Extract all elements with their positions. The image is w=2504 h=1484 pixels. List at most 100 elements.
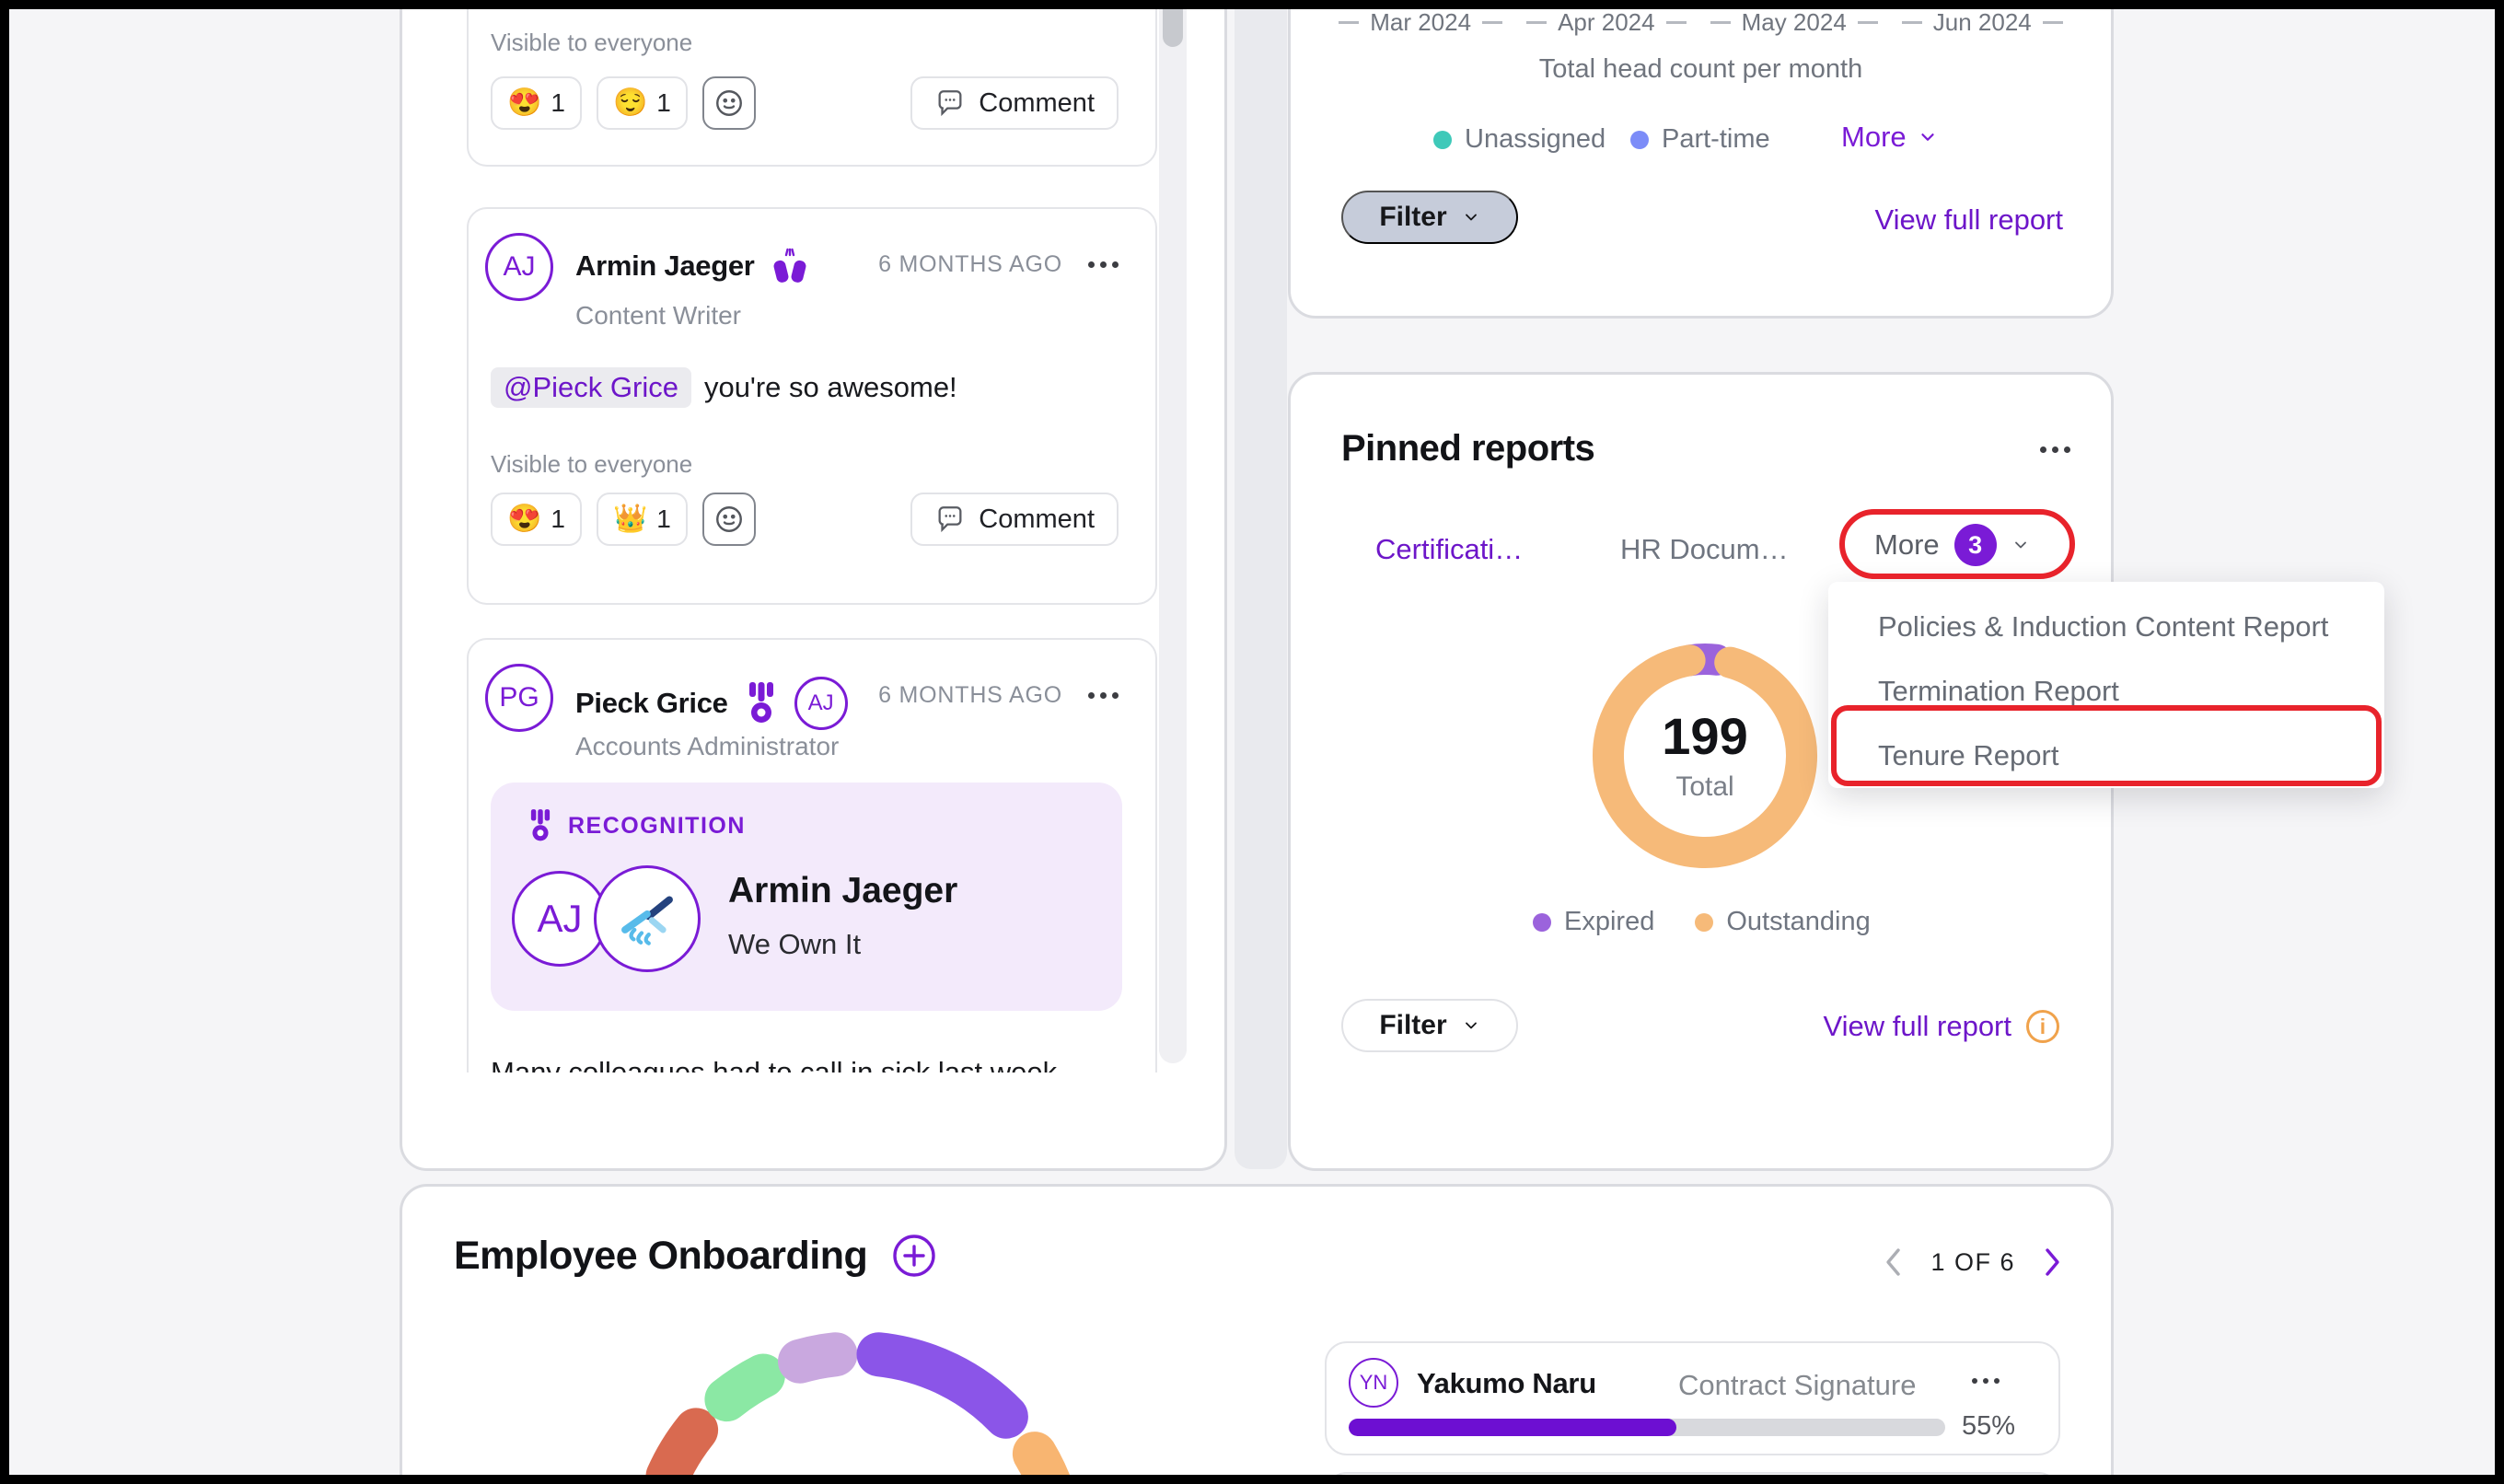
donut-caption: Total [1675,771,1734,802]
more-label: More [1874,528,1940,561]
smiley-icon [715,506,742,532]
avatar: YN [1349,1358,1398,1408]
certifications-donut-chart [1593,643,1817,868]
comment-bubble-icon [938,90,962,117]
author-role: Content Writer [575,301,741,330]
reaction-pill[interactable]: 👑 1 [596,493,688,546]
feed-scroll-area[interactable]: Visible to everyone 😍 1 😌 1 [402,0,1224,1072]
visibility-label: Visible to everyone [491,29,693,56]
more-options-icon[interactable] [2040,446,2070,453]
comment-label: Comment [979,504,1095,534]
recognition-label: RECOGNITION [568,812,746,839]
info-icon[interactable]: i [2026,1010,2059,1043]
pinned-reports-title: Pinned reports [1341,428,1595,469]
view-full-report-row[interactable]: View full report i [1824,1010,2059,1043]
tab-certifications[interactable]: Certificati… [1375,533,1524,565]
chevron-left-icon[interactable] [1883,1246,1905,1279]
filter-button[interactable]: Filter [1341,191,1518,244]
reaction-pill[interactable]: 😍 1 [491,493,582,546]
feed-scrollbar-track[interactable] [1159,0,1187,1063]
feed-post-pieck: PG Pieck Grice AJ 6 MONTHS AGO Accounts … [467,638,1157,1072]
chevron-down-icon [1465,214,1477,221]
headcount-chart-card: 0 Mar 2024 Apr 2024 May 2024 Jun 2024 To… [1288,0,2114,319]
avatar[interactable]: PG [485,664,553,732]
reaction-count: 1 [551,504,565,533]
comment-label: Comment [979,87,1095,118]
add-reaction-button[interactable] [701,493,756,546]
more-options-icon[interactable] [1972,1378,2000,1384]
timestamp: 6 MONTHS AGO [878,251,1062,277]
x-axis-title: Total head count per month [1538,54,1863,84]
progress-percent: 55% [1962,1411,2016,1441]
x-axis-labels: Mar 2024 Apr 2024 May 2024 Jun 2024 [1291,8,2111,37]
more-options-icon[interactable] [1088,692,1119,699]
legend-part-time[interactable]: Part-time [1630,124,1770,155]
timestamp: 6 MONTHS AGO [878,682,1062,708]
post-teaser-text: Many colleagues had to call in sick last… [491,1056,1058,1072]
author-row: Armin Jaeger [575,246,810,286]
legend-outstanding[interactable]: Outstanding [1695,907,1871,937]
add-reaction-button[interactable] [701,76,756,130]
legend-more-dropdown[interactable]: More [1841,121,1938,154]
more-reports-menu: Policies & Induction Content Report Term… [1828,582,2384,788]
menu-item-termination[interactable]: Termination Report [1878,675,2119,707]
reaction-pill[interactable]: 😌 1 [596,76,688,130]
person-name[interactable]: Yakumo Naru [1417,1367,1596,1399]
onboarding-wheel-chart [645,1332,1073,1484]
view-full-report-link[interactable]: View full report [1823,1010,2011,1042]
employee-onboarding-card: Employee Onboarding 1 OF 6 YN Yakumo Nar… [400,1184,2114,1484]
reactions-row: 😍 1 😌 1 [491,76,756,130]
legend-label: Unassigned [1465,124,1606,154]
onboarding-header: Employee Onboarding [454,1233,937,1279]
month-tick: Mar 2024 [1370,8,1472,36]
more-count-badge: 3 [1953,524,1997,566]
add-icon[interactable] [891,1233,937,1279]
legend-unassigned[interactable]: Unassigned [1433,124,1606,155]
onboarding-person-card[interactable]: YN Yakumo Naru Contract Signature 55% [1325,1341,2060,1455]
feed-post-armin: AJ Armin Jaeger 6 MONTHS AGO Content Wri… [467,207,1157,605]
menu-item-policies-induction[interactable]: Policies & Induction Content Report [1878,610,2329,643]
legend-dot [1695,912,1714,932]
feed-scrollbar-thumb[interactable] [1163,0,1183,47]
filter-button[interactable]: Filter [1341,999,1518,1052]
author-name[interactable]: Pieck Grice [575,687,728,719]
reaction-pill[interactable]: 😍 1 [491,76,582,130]
mention-chip[interactable]: @Pieck Grice [491,367,691,408]
filter-label: Filter [1379,1010,1447,1040]
chevron-down-icon [2014,541,2026,549]
tagged-avatar[interactable]: AJ [794,677,848,730]
tab-more-dropdown[interactable]: More 3 [1874,524,2030,566]
month-tick: Jun 2024 [1932,8,2032,36]
tab-hr-documents[interactable]: HR Docum… [1620,533,1789,565]
menu-item-tenure[interactable]: Tenure Report [1878,739,2059,771]
onboarding-next-card-partial[interactable] [1325,1472,2060,1484]
post-meta: 6 MONTHS AGO [878,682,1119,709]
view-full-report-link[interactable]: View full report [1874,203,2063,236]
crown-emoji: 👑 [612,504,648,534]
progress-track [1349,1419,1945,1436]
author-name[interactable]: Armin Jaeger [575,249,755,282]
avatar[interactable]: AJ [485,233,553,301]
chevron-down-icon [1465,1022,1477,1029]
filter-label: Filter [1379,202,1447,232]
legend-dot [1433,130,1452,149]
chevron-down-icon [1920,133,1934,141]
comment-button[interactable]: Comment [910,76,1119,130]
legend-expired[interactable]: Expired [1533,907,1654,937]
heart-eyes-emoji: 😍 [507,87,542,118]
page-scrollbar-gutter[interactable] [1235,0,1287,1169]
comment-button[interactable]: Comment [910,493,1119,546]
recognition-header: RECOGNITION [527,808,746,843]
post-message: @Pieck Grice you're so awesome! [491,367,957,408]
y-axis-tick: 0 [1549,0,1562,6]
medal-icon [748,682,773,723]
legend-dot [1533,912,1551,932]
reaction-count: 1 [656,88,671,117]
more-options-icon[interactable] [1088,261,1119,268]
more-label: More [1841,121,1907,153]
recognition-avatar: AJ [512,871,608,967]
pagination-label: 1 OF 6 [1930,1247,2015,1276]
chevron-right-icon[interactable] [2041,1246,2063,1279]
smiley-icon [715,90,742,116]
donut-center-text: 199 Total [1567,616,1843,892]
